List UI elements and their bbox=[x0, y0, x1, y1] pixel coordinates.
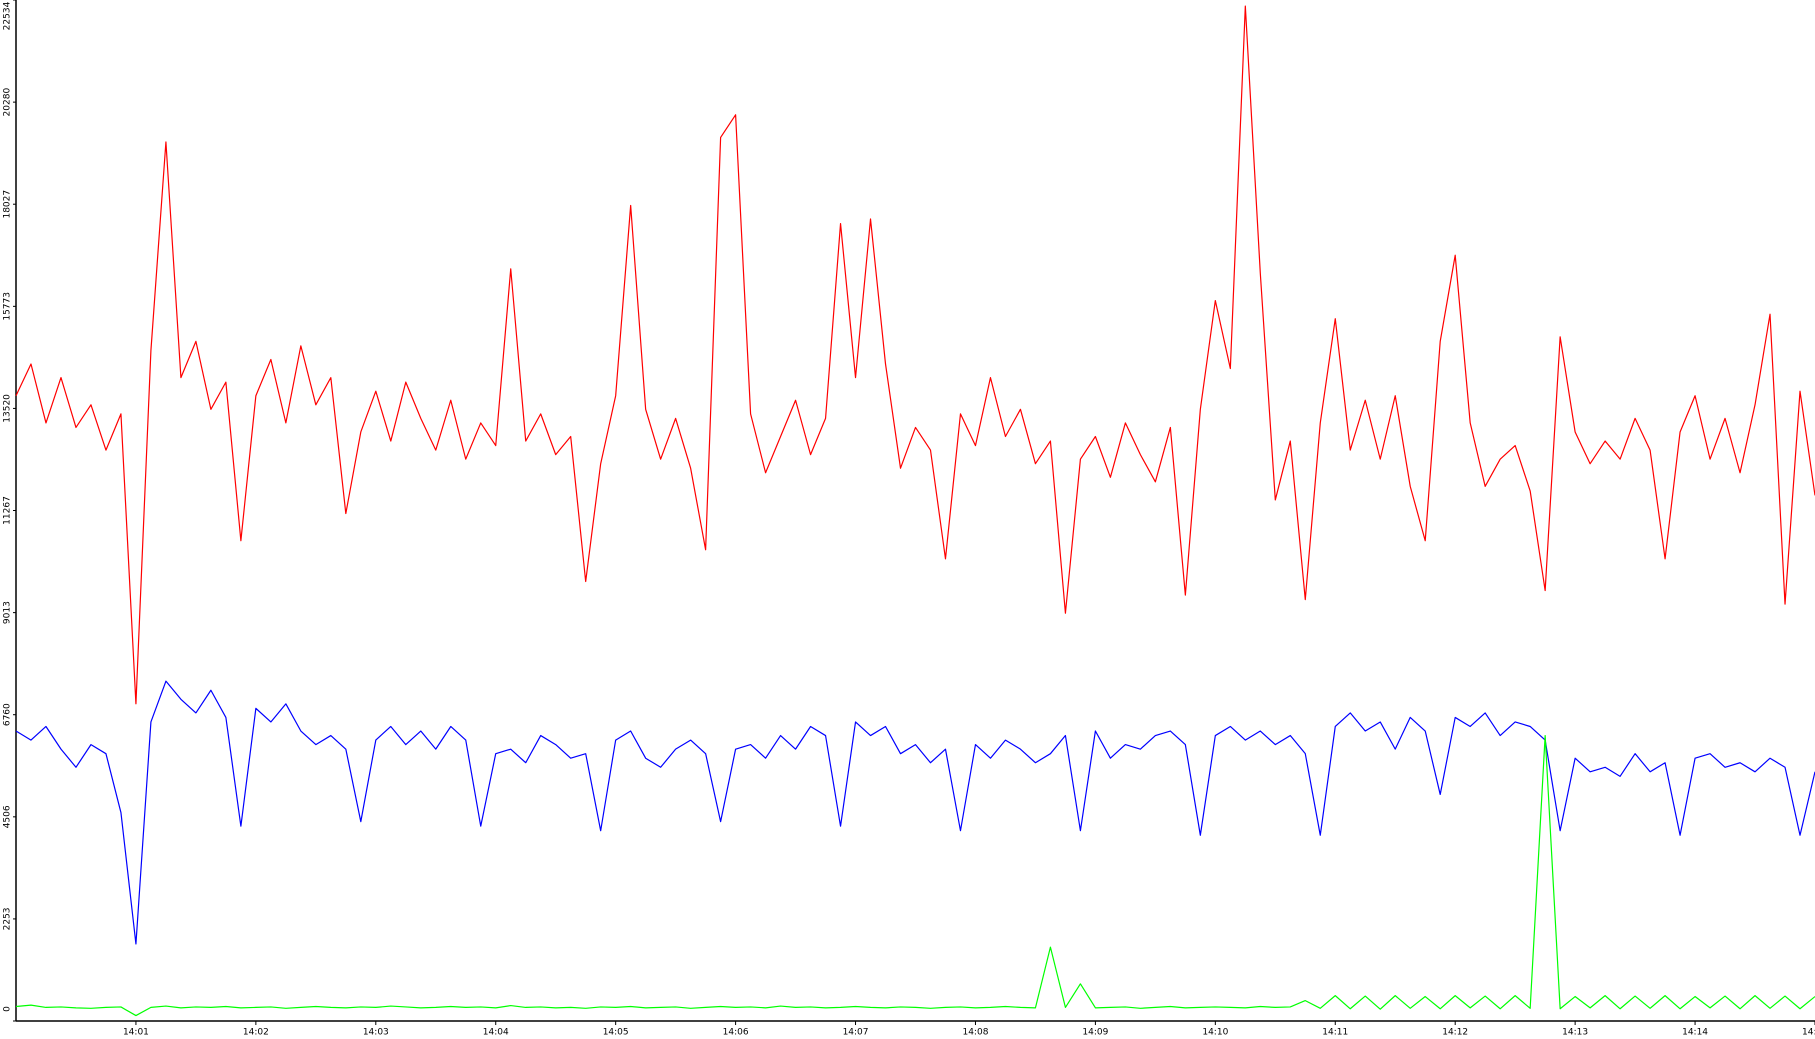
x-tick-label: 14:03 bbox=[363, 1028, 389, 1038]
y-tick-label: 11267 bbox=[3, 496, 13, 525]
y-tick-label: 22534 bbox=[3, 1, 13, 30]
x-tick-label: 14:05 bbox=[603, 1028, 629, 1038]
x-tick-label: 14:01 bbox=[123, 1028, 149, 1038]
x-tick-label: 14:13 bbox=[1562, 1028, 1588, 1038]
x-tick-label: 14:15 bbox=[1802, 1028, 1815, 1038]
series-line bbox=[15, 5, 1815, 705]
x-tick-label: 14:14 bbox=[1682, 1028, 1708, 1038]
x-tick-label: 14:12 bbox=[1442, 1028, 1468, 1038]
x-tick-label: 14:04 bbox=[483, 1028, 509, 1038]
series-line bbox=[15, 680, 1815, 945]
y-tick-label: 2253 bbox=[3, 907, 13, 930]
y-tick-label: 9013 bbox=[3, 601, 13, 624]
y-tick-label: 0 bbox=[3, 1006, 13, 1012]
y-tick-label: 18027 bbox=[3, 190, 13, 219]
y-tick-label: 15773 bbox=[3, 292, 13, 321]
y-tick-label: 4506 bbox=[3, 805, 13, 828]
y-tick-label: 6760 bbox=[3, 703, 13, 726]
series-line bbox=[15, 734, 1815, 1017]
y-tick-label: 13520 bbox=[3, 394, 13, 423]
x-tick-label: 14:02 bbox=[243, 1028, 269, 1038]
x-tick-label: 14:06 bbox=[723, 1028, 749, 1038]
x-tick-label: 14:10 bbox=[1202, 1028, 1228, 1038]
y-tick-label: 20280 bbox=[3, 88, 13, 117]
x-tick-label: 14:08 bbox=[962, 1028, 988, 1038]
x-tick-label: 14:07 bbox=[843, 1028, 869, 1038]
x-tick-label: 14:09 bbox=[1082, 1028, 1108, 1038]
x-tick-label: 14:11 bbox=[1322, 1028, 1348, 1038]
